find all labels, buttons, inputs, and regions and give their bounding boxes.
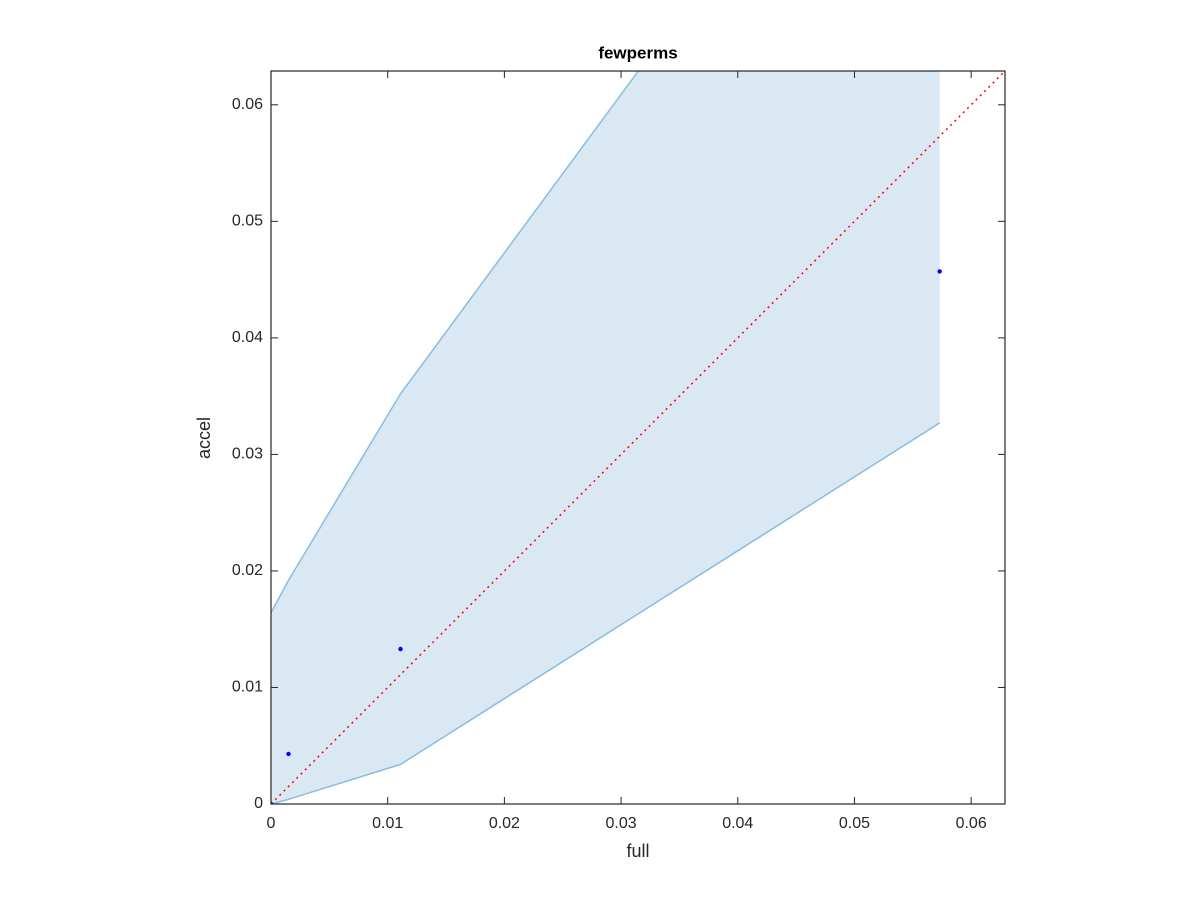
y-tick-label: 0.05 [232, 213, 263, 230]
confidence-band [271, 71, 940, 804]
x-tick-label: 0.01 [372, 815, 403, 832]
y-tick-label: 0 [254, 795, 263, 812]
reference-line [271, 71, 1005, 804]
y-tick-label: 0.04 [232, 329, 263, 346]
y-axis-label: accel [194, 417, 214, 459]
band-edge [271, 422, 941, 804]
x-axis-label: full [626, 841, 649, 861]
chart-title: fewperms [598, 43, 677, 62]
data-point [937, 269, 942, 274]
x-tick-label: 0.05 [839, 815, 870, 832]
y-tick-label: 0.03 [232, 446, 263, 463]
x-tick-label: 0.04 [722, 815, 753, 832]
axes: 0 0.01 0.02 0.03 0.04 0.05 0.06 0 0.01 0.02 0.03 0.… [232, 70, 1006, 832]
axes-box [270, 70, 1006, 805]
data-point [398, 646, 403, 652]
x-tick-label: 0 [267, 815, 276, 832]
x-tick-label: 0.02 [489, 815, 520, 832]
band-edge [271, 71, 640, 614]
y-tick-label: 0.01 [232, 679, 263, 696]
plot-area [271, 71, 1005, 804]
data-point [286, 751, 291, 757]
y-tick-label: 0.02 [232, 562, 263, 579]
x-tick-label: 0.06 [956, 815, 987, 832]
y-tick-label: 0.06 [232, 96, 263, 113]
x-tick-label: 0.03 [606, 815, 637, 832]
